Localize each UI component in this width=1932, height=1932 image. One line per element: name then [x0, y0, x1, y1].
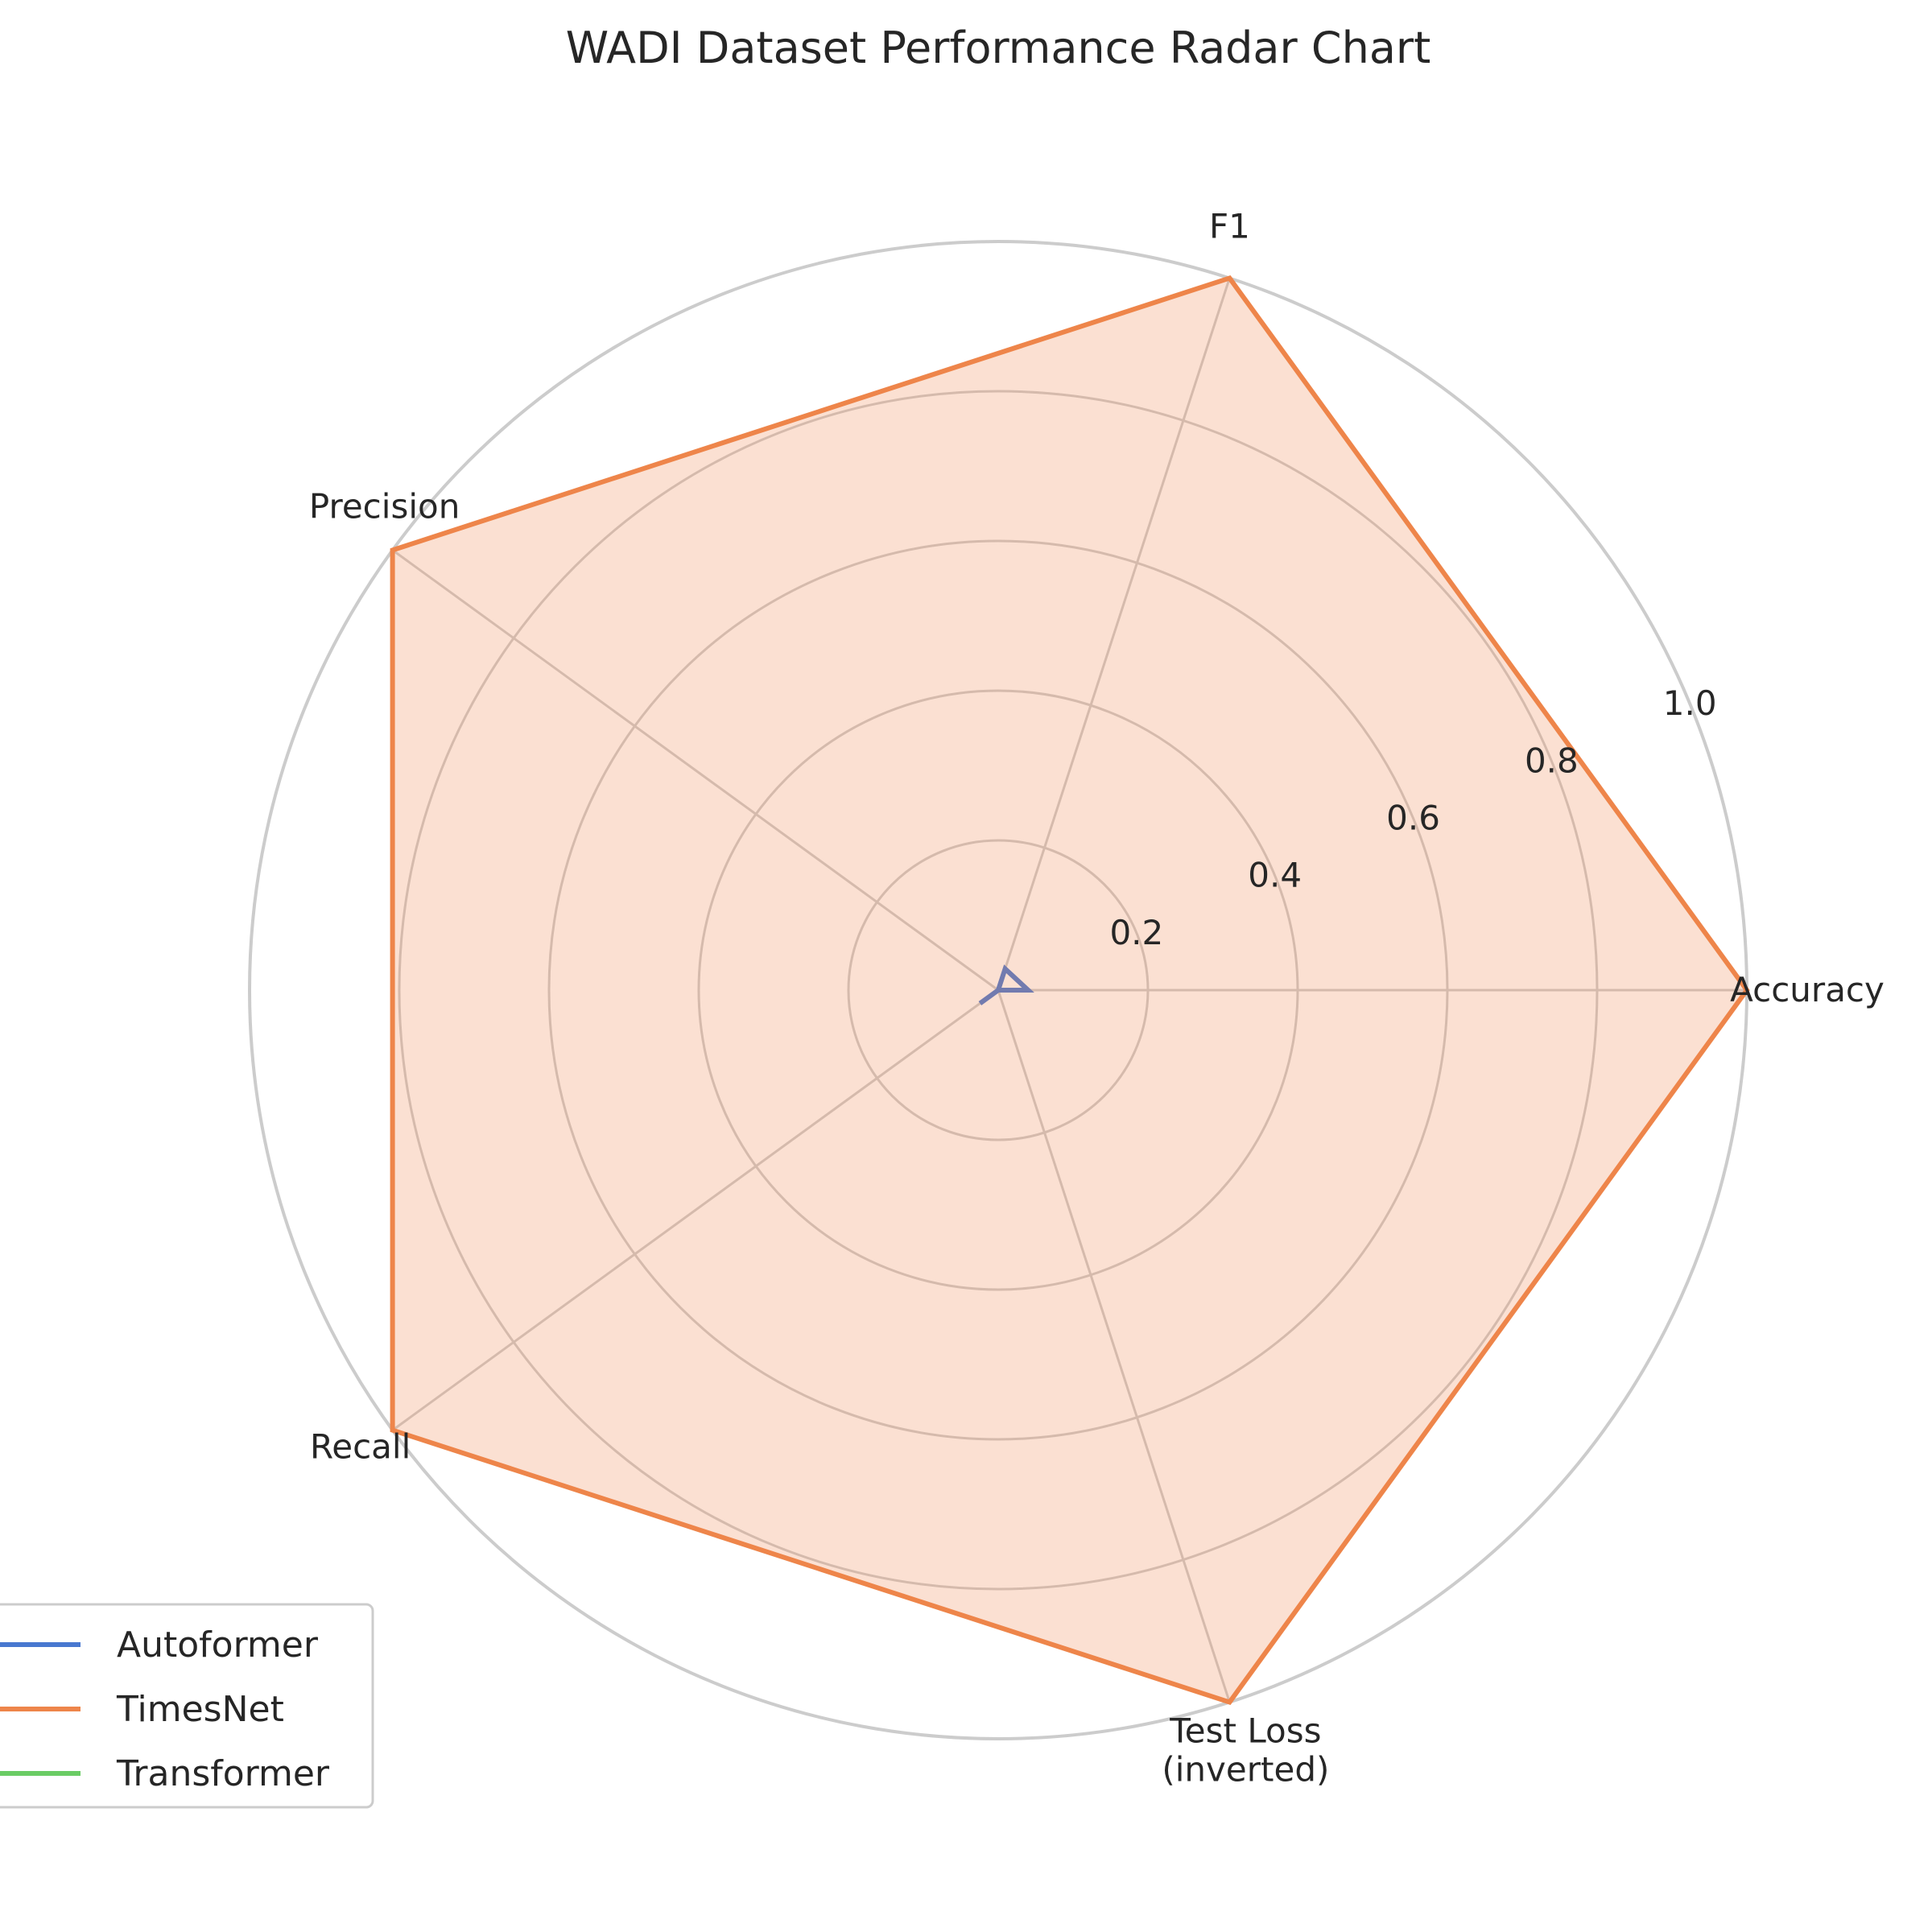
radial-tick-label: 0.2: [1109, 913, 1163, 952]
axis-spoke: [997, 989, 1231, 1703]
chart-title: WADI Dataset Performance Radar Chart: [566, 23, 1431, 73]
radial-tick-label: 0.6: [1386, 798, 1440, 837]
axis-spoke: [997, 278, 1231, 991]
axis-spoke: [391, 549, 999, 992]
legend-label: Autoformer: [117, 1624, 319, 1666]
radial-tick-label: 0.4: [1248, 856, 1302, 895]
axis-label: F1: [1209, 207, 1250, 246]
axis-label: Accuracy: [1730, 970, 1885, 1009]
legend: Autoformer TimesNet Transformer: [0, 1603, 374, 1809]
axis-label: Recall: [310, 1427, 411, 1467]
radial-tick-labels: 0.2 0.4 0.6 0.8 1.0: [1109, 683, 1716, 952]
polar-grid: [248, 240, 1748, 1740]
series-line-timesnet: [390, 275, 1750, 1706]
series-layer: [390, 275, 1750, 1706]
axis-label: Precision: [309, 486, 460, 526]
axis-label: Test Loss (inverted): [1162, 1711, 1329, 1789]
legend-label: Transformer: [116, 1753, 330, 1794]
legend-box: [0, 1603, 374, 1809]
radial-tick-label: 0.8: [1525, 741, 1579, 780]
series-fill-timesnet: [392, 278, 1748, 1703]
radial-tick-label: 1.0: [1663, 683, 1717, 723]
axis-spoke: [391, 989, 999, 1431]
series-line-autoformer: [978, 964, 1034, 1005]
legend-label: TimesNet: [116, 1689, 284, 1730]
axis-labels: Accuracy F1 Precision Recall Test Loss (inver…: [309, 207, 1885, 1790]
